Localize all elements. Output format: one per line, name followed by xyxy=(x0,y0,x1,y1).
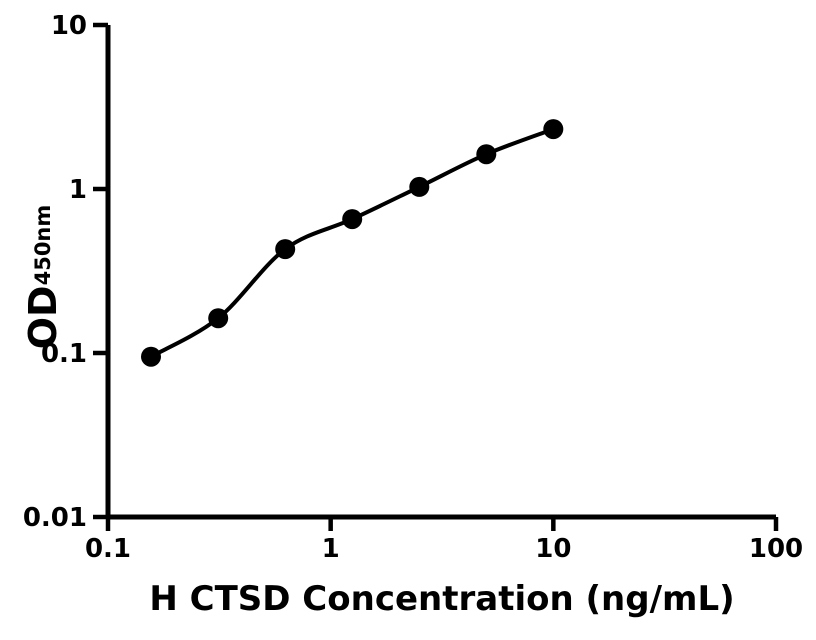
y-tick-label: 0.1 xyxy=(41,339,87,369)
y-axis-title-subscript: 450nm xyxy=(31,204,55,286)
y-tick-label: 0.01 xyxy=(23,503,87,533)
y-tick-label: 10 xyxy=(51,11,87,41)
x-tick-label: 100 xyxy=(749,534,803,564)
data-point xyxy=(275,239,296,260)
data-point xyxy=(342,209,363,230)
y-axis-title-main: OD xyxy=(21,285,65,350)
data-point xyxy=(208,308,229,329)
x-tick-label: 1 xyxy=(322,534,340,564)
data-point xyxy=(141,346,161,367)
data-point xyxy=(543,119,564,140)
data-point xyxy=(409,176,430,197)
y-axis-title: OD450nm xyxy=(21,204,65,350)
x-tick-label: 0.1 xyxy=(85,534,131,564)
data-point xyxy=(476,144,497,165)
y-tick-label: 1 xyxy=(69,175,87,205)
x-axis-title: H CTSD Concentration (ng/mL) xyxy=(149,579,735,619)
x-tick-label: 10 xyxy=(535,534,571,564)
